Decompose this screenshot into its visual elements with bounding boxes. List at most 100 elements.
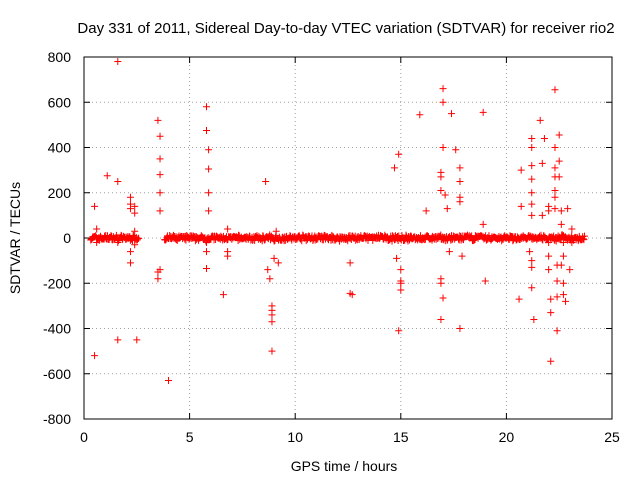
- data-point: [553, 293, 561, 301]
- data-point: [224, 225, 232, 233]
- data-point: [397, 266, 405, 274]
- data-point: [437, 315, 445, 323]
- data-point: [156, 171, 164, 179]
- data-point: [126, 259, 134, 267]
- data-point: [93, 225, 101, 233]
- data-point: [557, 220, 565, 228]
- data-point: [131, 209, 139, 217]
- data-point: [274, 259, 282, 267]
- data-point: [135, 234, 143, 242]
- data-point: [479, 108, 487, 116]
- data-point: [114, 336, 122, 344]
- data-point: [456, 177, 464, 185]
- data-point: [538, 211, 546, 219]
- data-point: [328, 231, 336, 239]
- data-point: [393, 254, 401, 262]
- data-point: [456, 198, 464, 206]
- data-point: [528, 284, 536, 292]
- data-point: [205, 165, 213, 173]
- data-point: [126, 205, 134, 213]
- data-point: [114, 177, 122, 185]
- data-point: [443, 205, 451, 213]
- chart-title: Day 331 of 2011, Sidereal Day-to-day VTE…: [77, 20, 614, 37]
- data-point: [264, 266, 272, 274]
- data-point: [272, 227, 280, 235]
- data-point: [114, 239, 122, 247]
- data-point: [528, 162, 536, 170]
- data-point: [528, 134, 536, 142]
- data-point: [479, 220, 487, 228]
- data-point: [202, 239, 210, 247]
- data-point: [538, 159, 546, 167]
- data-point: [547, 309, 555, 317]
- data-point: [346, 259, 354, 267]
- x-tick-label: 10: [287, 429, 303, 445]
- y-tick-label: -400: [43, 321, 71, 337]
- data-point: [268, 318, 276, 326]
- data-point: [270, 254, 278, 262]
- x-tick-label: 5: [186, 429, 194, 445]
- data-point: [517, 202, 525, 210]
- data-point: [437, 186, 445, 194]
- data-point: [553, 277, 561, 285]
- data-point: [164, 377, 172, 385]
- data-point: [268, 347, 276, 355]
- data-point: [452, 146, 460, 154]
- y-tick-label: 0: [63, 230, 71, 246]
- data-point: [530, 315, 538, 323]
- data-point: [205, 207, 213, 215]
- data-point: [551, 164, 559, 172]
- data-point: [133, 336, 141, 344]
- data-point: [202, 265, 210, 273]
- data-point: [456, 325, 464, 332]
- data-point: [559, 291, 567, 299]
- data-point: [268, 311, 276, 319]
- data-point: [219, 291, 227, 299]
- data-point: [205, 189, 213, 197]
- data-point: [126, 248, 134, 256]
- data-point: [397, 279, 405, 287]
- data-point: [439, 144, 447, 151]
- data-point: [202, 127, 210, 135]
- data-point: [126, 193, 134, 201]
- data-point: [437, 279, 445, 287]
- data-point: [131, 202, 139, 210]
- data-point: [551, 193, 559, 201]
- data-point: [437, 173, 445, 181]
- data-point: [540, 134, 548, 142]
- data-point: [202, 103, 210, 111]
- data-point: [568, 239, 576, 247]
- data-point: [131, 227, 139, 235]
- data-point: [447, 110, 455, 118]
- data-point: [439, 85, 447, 93]
- data-point: [580, 236, 588, 244]
- data-point: [154, 275, 162, 283]
- data-point: [91, 202, 99, 210]
- data-point: [133, 236, 141, 244]
- data-point: [528, 144, 536, 151]
- data-point: [528, 257, 536, 265]
- data-point: [397, 286, 405, 294]
- data-point: [559, 239, 567, 247]
- data-point: [156, 207, 164, 215]
- data-point: [528, 263, 536, 271]
- data-point: [555, 173, 563, 181]
- data-point: [545, 239, 553, 247]
- data-point: [551, 86, 559, 94]
- data-point: [557, 207, 565, 215]
- data-point: [559, 252, 567, 260]
- data-point: [553, 327, 561, 335]
- data-point: [103, 172, 111, 180]
- data-point: [447, 236, 455, 244]
- data-point: [551, 144, 559, 151]
- data-point: [156, 189, 164, 197]
- data-point: [439, 98, 447, 106]
- data-point: [559, 279, 567, 287]
- y-tick-label: 200: [48, 185, 72, 201]
- data-point: [562, 297, 570, 305]
- data-point: [566, 266, 574, 274]
- plot-frame: [83, 56, 613, 420]
- data-point: [416, 111, 424, 119]
- data-point: [422, 207, 430, 215]
- data-point: [564, 205, 572, 213]
